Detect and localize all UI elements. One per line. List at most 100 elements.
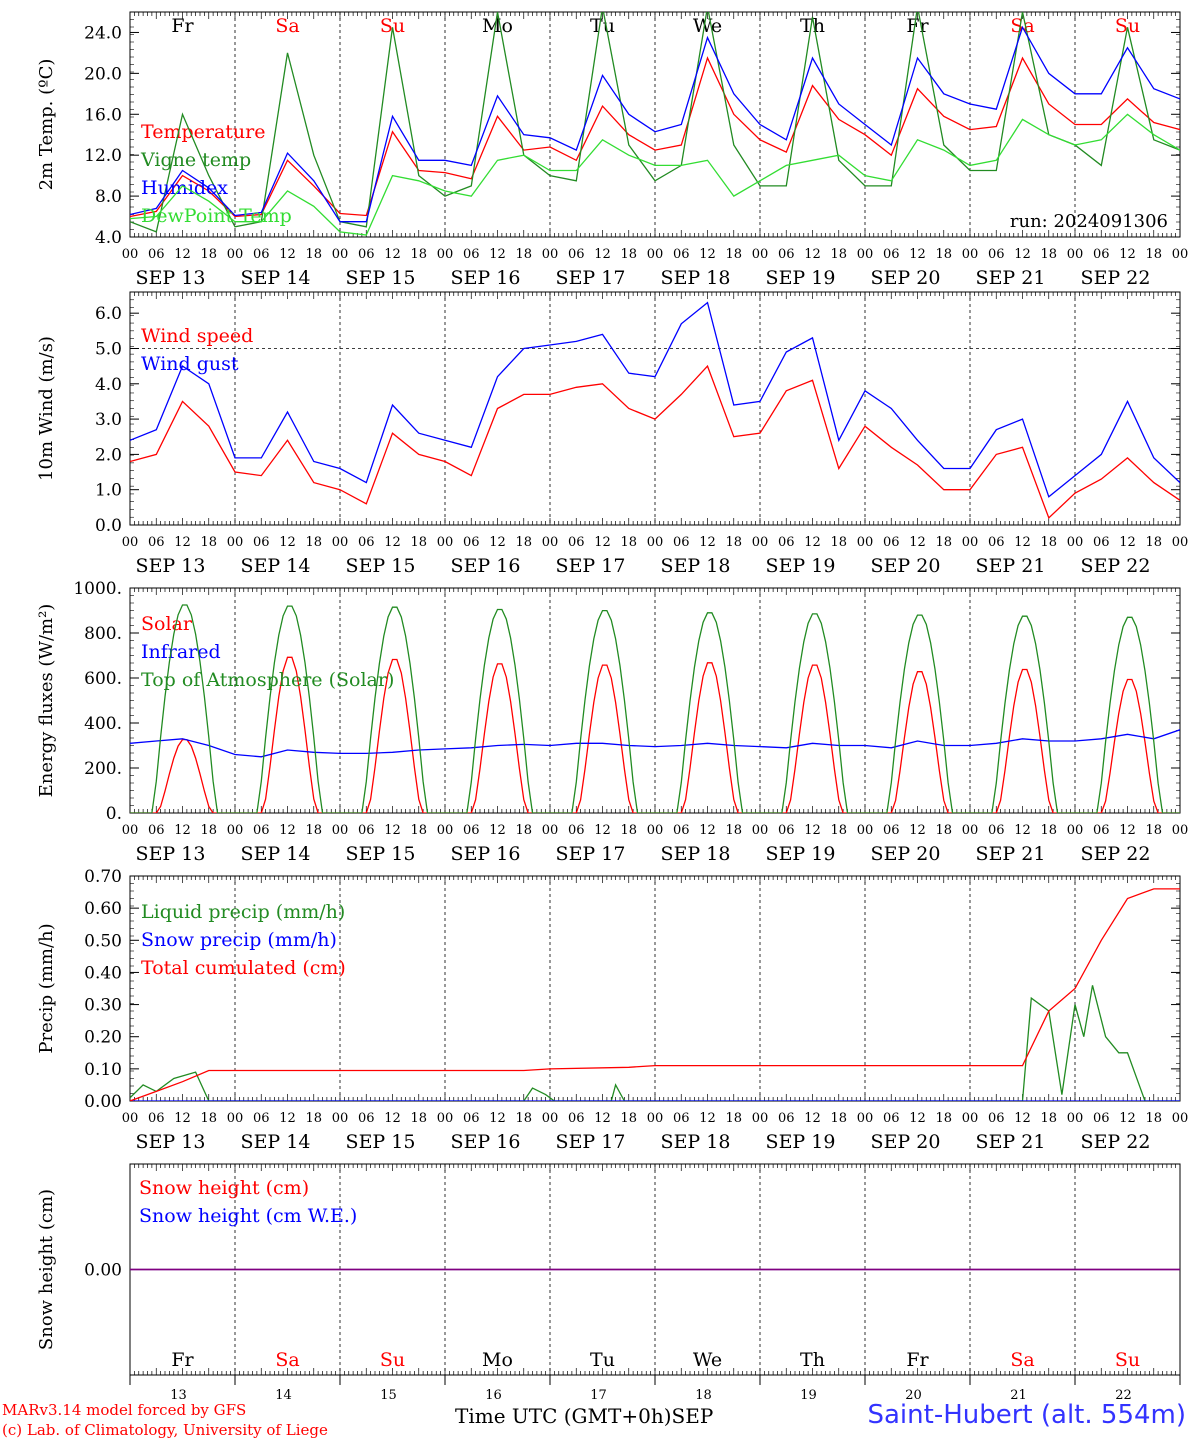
hour-label: 18 bbox=[410, 823, 427, 838]
date-label: SEP 15 bbox=[346, 555, 416, 577]
hour-label: 00 bbox=[437, 1111, 454, 1126]
hour-label: 06 bbox=[253, 535, 270, 550]
y-axis-label: 2m Temp. (ºC) bbox=[36, 59, 57, 191]
hour-label: 12 bbox=[384, 247, 401, 262]
hour-label: 06 bbox=[673, 823, 690, 838]
hour-label: 18 bbox=[1145, 247, 1162, 262]
hour-label: 18 bbox=[1040, 247, 1057, 262]
series-line bbox=[130, 604, 1180, 813]
weekday-label: Mo bbox=[482, 15, 513, 37]
hour-label: 06 bbox=[1093, 823, 1110, 838]
date-label: SEP 21 bbox=[976, 267, 1046, 289]
legend-entry: Liquid precip (mm/h) bbox=[141, 901, 345, 923]
date-label: SEP 14 bbox=[241, 1131, 311, 1153]
hour-label: 00 bbox=[542, 535, 559, 550]
hour-label: 12 bbox=[489, 823, 506, 838]
day-number-label: 20 bbox=[905, 1388, 922, 1403]
weekday-label: Mo bbox=[482, 1349, 513, 1371]
hour-label: 18 bbox=[200, 823, 217, 838]
legend-entry: Snow precip (mm/h) bbox=[141, 929, 337, 951]
hour-label: 00 bbox=[437, 823, 454, 838]
date-label: SEP 18 bbox=[661, 843, 731, 865]
series-line bbox=[130, 985, 1180, 1101]
weekday-label: Sa bbox=[1010, 1349, 1034, 1371]
hour-label: 18 bbox=[935, 823, 952, 838]
hour-label: 00 bbox=[122, 247, 139, 262]
date-label: SEP 13 bbox=[136, 843, 206, 865]
hour-label: 00 bbox=[647, 535, 664, 550]
hour-label: 06 bbox=[1093, 247, 1110, 262]
hour-label: 00 bbox=[227, 1111, 244, 1126]
hour-label: 00 bbox=[332, 1111, 349, 1126]
hour-label: 00 bbox=[1067, 1111, 1084, 1126]
model-credit: MARv3.14 model forced by GFS bbox=[2, 1401, 247, 1419]
hour-label: 12 bbox=[384, 1111, 401, 1126]
hour-label: 06 bbox=[253, 247, 270, 262]
hour-label: 00 bbox=[542, 247, 559, 262]
date-label: SEP 18 bbox=[661, 555, 731, 577]
day-number-label: 16 bbox=[485, 1388, 502, 1403]
y-tick-label: 0.00 bbox=[84, 1261, 122, 1281]
hour-label: 00 bbox=[542, 1111, 559, 1126]
y-axis-label: 10m Wind (m/s) bbox=[36, 336, 57, 481]
weekday-label: We bbox=[693, 1349, 722, 1371]
hour-label: 00 bbox=[122, 535, 139, 550]
hour-label: 00 bbox=[122, 823, 139, 838]
series-line bbox=[130, 729, 1180, 758]
hour-label: 18 bbox=[200, 247, 217, 262]
date-label: SEP 22 bbox=[1081, 1131, 1151, 1153]
hour-label: 06 bbox=[778, 247, 795, 262]
y-tick-label: 2.0 bbox=[95, 445, 122, 465]
hour-label: 12 bbox=[1119, 535, 1136, 550]
hour-label: 18 bbox=[515, 823, 532, 838]
series-line bbox=[130, 301, 1180, 498]
series-line bbox=[130, 888, 1180, 1101]
hour-label: 06 bbox=[883, 1111, 900, 1126]
hour-label: 12 bbox=[1119, 1111, 1136, 1126]
lab-credit: (c) Lab. of Climatology, University of L… bbox=[2, 1421, 328, 1439]
hour-label: 12 bbox=[174, 247, 191, 262]
series-line bbox=[130, 364, 1180, 520]
y-tick-label: 0.30 bbox=[84, 996, 122, 1016]
y-tick-label: 5.0 bbox=[95, 339, 122, 359]
hour-label: 18 bbox=[200, 535, 217, 550]
weekday-label: Th bbox=[800, 1349, 825, 1371]
legend-entry: Wind speed bbox=[141, 325, 253, 347]
y-tick-label: 400. bbox=[84, 714, 122, 734]
hour-label: 12 bbox=[384, 535, 401, 550]
hour-label: 18 bbox=[725, 1111, 742, 1126]
hour-label: 00 bbox=[1067, 823, 1084, 838]
hour-label: 18 bbox=[935, 1111, 952, 1126]
hour-label: 06 bbox=[148, 823, 165, 838]
hour-label: 00 bbox=[1067, 247, 1084, 262]
hour-label: 06 bbox=[673, 1111, 690, 1126]
hour-label: 18 bbox=[1040, 535, 1057, 550]
hour-label: 00 bbox=[752, 247, 769, 262]
hour-label: 12 bbox=[174, 535, 191, 550]
hour-label: 06 bbox=[778, 823, 795, 838]
hour-label: 12 bbox=[804, 247, 821, 262]
date-label: SEP 22 bbox=[1081, 843, 1151, 865]
weekday-label: Fr bbox=[906, 15, 929, 37]
plot-frame bbox=[129, 587, 1181, 814]
hour-label: 18 bbox=[305, 535, 322, 550]
hour-label: 00 bbox=[1172, 247, 1189, 262]
date-label: SEP 16 bbox=[451, 843, 521, 865]
legend-entry: Humidex bbox=[141, 177, 228, 199]
date-label: SEP 20 bbox=[871, 843, 941, 865]
hour-label: 06 bbox=[883, 247, 900, 262]
hour-label: 12 bbox=[279, 535, 296, 550]
hour-label: 12 bbox=[804, 823, 821, 838]
date-label: SEP 13 bbox=[136, 1131, 206, 1153]
hour-label: 12 bbox=[909, 247, 926, 262]
legend-entry: DewPoint Temp bbox=[141, 205, 292, 227]
hour-label: 06 bbox=[358, 535, 375, 550]
hour-label: 18 bbox=[1145, 535, 1162, 550]
hour-label: 00 bbox=[332, 823, 349, 838]
hour-label: 06 bbox=[1093, 535, 1110, 550]
hour-label: 00 bbox=[962, 247, 979, 262]
hour-label: 00 bbox=[332, 247, 349, 262]
station-name: Saint-Hubert (alt. 554m) bbox=[867, 1400, 1186, 1430]
date-label: SEP 22 bbox=[1081, 267, 1151, 289]
weekday-label: We bbox=[693, 15, 722, 37]
